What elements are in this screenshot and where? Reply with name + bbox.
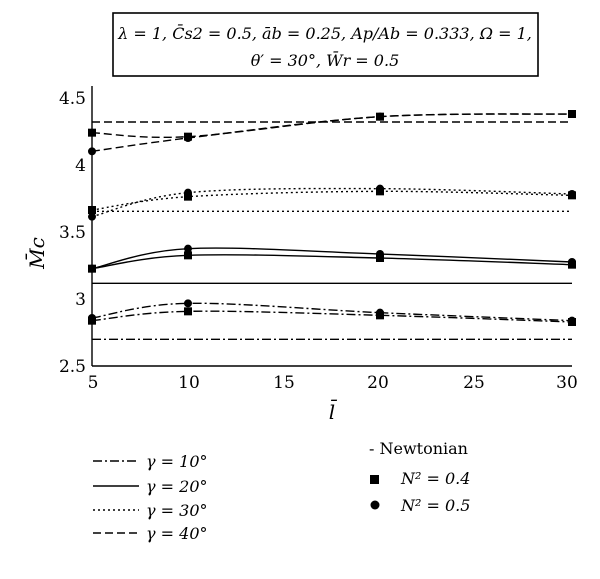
data-point-circle [184, 188, 192, 197]
y-tick-label: 3 [75, 290, 86, 310]
y-tick-label: 2.5 [59, 357, 86, 377]
legend-label-gamma-10: γ = 10° [146, 452, 208, 471]
x-tick-label: 30 [556, 373, 578, 393]
data-point-square [88, 128, 96, 137]
legend-label-gamma-20: γ = 20° [146, 477, 208, 496]
parameter-line-1: λ = 1, C̄s2 = 0.5, āb = 0.25, Ap/Ab = 0.… [117, 22, 532, 43]
data-point-circle [568, 190, 576, 198]
legend-square-marker [370, 475, 379, 484]
data-point-circle [568, 258, 576, 266]
data-point-circle [184, 244, 192, 253]
x-tick-label: 5 [88, 373, 99, 393]
legend-label-n2-05: N² = 0.5 [400, 496, 470, 515]
series-line-gamma-20-n2-04 [91, 254, 573, 270]
series-line-gamma-20-n2-05 [91, 247, 573, 270]
series-line-gamma-40-n2-04 [91, 113, 573, 139]
parameter-box [112, 12, 539, 77]
data-point-circle [184, 299, 192, 308]
data-point-circle [184, 134, 192, 142]
x-tick-label: 10 [178, 373, 200, 393]
data-point-circle [88, 314, 96, 322]
legend-label-gamma-40: γ = 40° [146, 524, 208, 543]
legend-label-n2-04: N² = 0.4 [400, 469, 470, 488]
legend-gamma: γ = 10° γ = 20° γ = 30° γ = 40° [93, 452, 208, 543]
series-line-gamma-40-n2-05 [91, 113, 573, 153]
data-point-circle [568, 110, 576, 118]
data-point-circle [376, 250, 384, 258]
x-axis-title: l̄ [329, 399, 338, 424]
data-point-circle [568, 316, 576, 325]
data-point-square [88, 206, 96, 214]
y-tick-label: 4.5 [59, 89, 86, 109]
series-line-gamma-10-n2-05 [91, 302, 573, 322]
data-point-square [184, 251, 192, 260]
x-tick-label: 20 [367, 373, 389, 393]
y-tick-label: 4 [75, 156, 86, 176]
legend-label-gamma-30: γ = 30° [146, 501, 208, 520]
x-tick-label: 25 [463, 373, 485, 393]
series-line-gamma-30-n2-05 [91, 187, 573, 218]
data-point-circle [376, 184, 384, 193]
y-tick-label: 3.5 [59, 223, 86, 243]
data-point-circle [88, 264, 96, 273]
series-line-gamma-10-n2-04 [91, 310, 573, 323]
legend-circle-marker [370, 500, 380, 510]
data-point-square [184, 307, 192, 316]
x-tick-label: 15 [273, 373, 295, 393]
legend-label-newtonian: - Newtonian [369, 439, 468, 458]
y-axis-title: M̄c [24, 237, 49, 270]
data-point-circle [376, 112, 384, 121]
data-point-circle [376, 308, 384, 317]
data-point-circle [88, 212, 96, 221]
legend-markers: - Newtonian N² = 0.4 N² = 0.5 [369, 439, 470, 515]
plot-area [88, 110, 576, 341]
data-point-circle [88, 147, 96, 156]
parameter-line-2: θ′ = 30°, W̄r = 0.5 [251, 49, 400, 70]
series-line-gamma-30-n2-04 [91, 190, 573, 211]
